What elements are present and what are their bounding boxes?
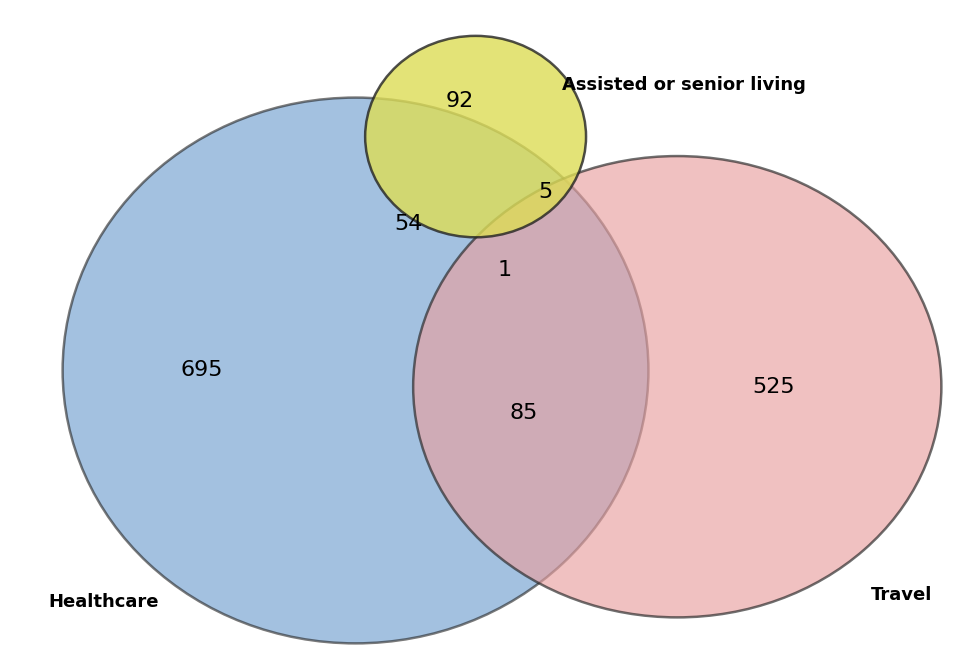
Ellipse shape: [414, 156, 942, 617]
Text: 92: 92: [445, 91, 473, 111]
Text: Travel: Travel: [870, 586, 932, 605]
Text: 5: 5: [539, 182, 553, 202]
Text: Assisted or senior living: Assisted or senior living: [562, 76, 806, 93]
Text: 695: 695: [180, 361, 223, 381]
Ellipse shape: [63, 97, 649, 643]
Text: 1: 1: [497, 260, 512, 280]
Text: 85: 85: [510, 402, 538, 423]
Text: 525: 525: [752, 377, 795, 396]
Text: 54: 54: [394, 214, 422, 234]
Ellipse shape: [366, 36, 586, 237]
Text: Healthcare: Healthcare: [48, 593, 159, 611]
